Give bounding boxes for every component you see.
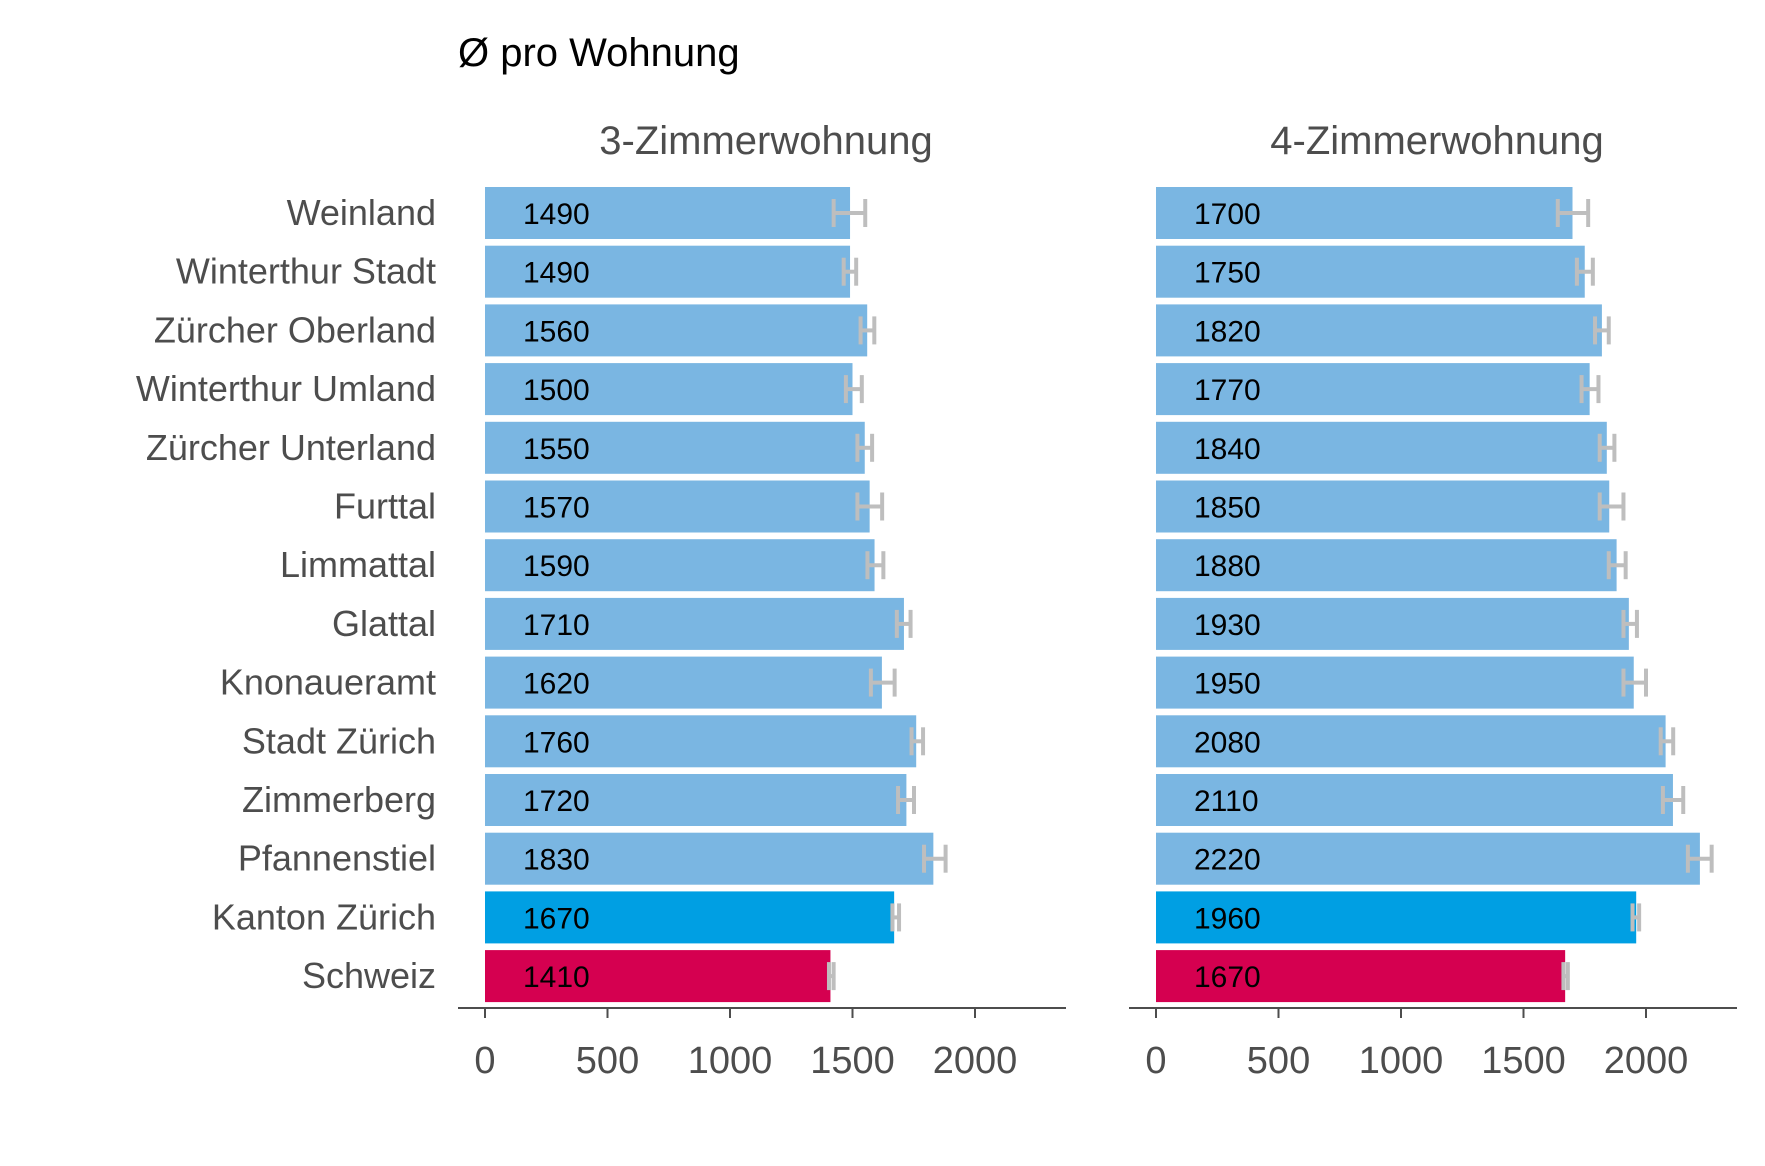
value-label: 1950 bbox=[1194, 668, 1261, 701]
bar bbox=[1156, 187, 1573, 239]
value-label: 1700 bbox=[1194, 198, 1261, 231]
value-label: 1500 bbox=[523, 374, 590, 407]
category-label: Pfannenstiel bbox=[238, 838, 436, 879]
x-tick-label: 0 bbox=[1145, 1040, 1166, 1082]
bar bbox=[485, 656, 882, 709]
x-tick-label: 1000 bbox=[1359, 1040, 1444, 1082]
value-label: 1830 bbox=[523, 844, 590, 877]
bar bbox=[485, 421, 865, 474]
value-label: 1410 bbox=[523, 961, 590, 994]
value-label: 1760 bbox=[523, 726, 590, 759]
bar bbox=[485, 597, 904, 650]
bar bbox=[485, 891, 895, 944]
bar bbox=[1156, 421, 1607, 474]
bar bbox=[485, 832, 934, 885]
category-label: Zürcher Oberland bbox=[154, 309, 436, 350]
bar bbox=[1156, 245, 1585, 298]
category-label: Stadt Zürich bbox=[242, 720, 436, 761]
value-label: 1750 bbox=[1194, 257, 1261, 290]
bar bbox=[1156, 950, 1566, 1003]
value-label: 1710 bbox=[523, 609, 590, 642]
bar bbox=[485, 245, 851, 298]
x-tick-label: 500 bbox=[1247, 1040, 1310, 1082]
chart-title: Ø pro Wohnung bbox=[458, 31, 740, 75]
x-tick-label: 1500 bbox=[1481, 1040, 1566, 1082]
value-label: 1960 bbox=[1194, 902, 1261, 935]
category-label: Schweiz bbox=[302, 955, 436, 996]
value-label: 1670 bbox=[1194, 961, 1261, 994]
value-label: 1840 bbox=[1194, 433, 1261, 466]
value-label: 1570 bbox=[523, 492, 590, 525]
x-tick-label: 0 bbox=[474, 1040, 495, 1082]
bar bbox=[1156, 715, 1666, 768]
bar bbox=[485, 774, 907, 826]
value-label: 1490 bbox=[523, 257, 590, 290]
value-label: 1490 bbox=[523, 198, 590, 231]
x-tick-label: 500 bbox=[576, 1040, 639, 1082]
bar bbox=[1156, 539, 1617, 592]
category-label: Winterthur Umland bbox=[136, 368, 436, 409]
value-label: 1590 bbox=[523, 550, 590, 583]
bar bbox=[1156, 597, 1629, 650]
bar bbox=[485, 304, 868, 357]
x-tick-label: 1500 bbox=[810, 1040, 895, 1082]
value-label: 1930 bbox=[1194, 609, 1261, 642]
bar bbox=[485, 480, 870, 533]
x-tick-label: 1000 bbox=[688, 1040, 773, 1082]
category-label: Zimmerberg bbox=[242, 779, 436, 820]
panel-title: 4-Zimmerwohnung bbox=[1270, 119, 1603, 163]
bar bbox=[485, 363, 853, 416]
value-label: 1770 bbox=[1194, 374, 1261, 407]
bar bbox=[1156, 891, 1637, 944]
value-label: 2080 bbox=[1194, 726, 1261, 759]
value-label: 1560 bbox=[523, 315, 590, 348]
category-label: Limmattal bbox=[280, 544, 436, 585]
category-label: Weinland bbox=[287, 192, 436, 233]
category-label: Glattal bbox=[332, 603, 436, 644]
bar bbox=[1156, 304, 1602, 357]
bar bbox=[485, 950, 831, 1003]
panel-title: 3-Zimmerwohnung bbox=[599, 119, 932, 163]
value-label: 2220 bbox=[1194, 844, 1261, 877]
bar bbox=[1156, 363, 1590, 416]
category-label: Furttal bbox=[334, 486, 436, 527]
bar bbox=[1156, 774, 1673, 826]
x-tick-label: 2000 bbox=[933, 1040, 1018, 1082]
value-label: 1670 bbox=[523, 902, 590, 935]
value-label: 1880 bbox=[1194, 550, 1261, 583]
bar bbox=[1156, 656, 1634, 709]
bar bbox=[485, 187, 851, 239]
bar bbox=[485, 539, 875, 592]
category-label: Kanton Zürich bbox=[212, 896, 436, 937]
value-label: 1720 bbox=[523, 785, 590, 818]
value-label: 1820 bbox=[1194, 315, 1261, 348]
x-tick-label: 2000 bbox=[1604, 1040, 1689, 1082]
bar bbox=[1156, 832, 1700, 885]
category-label: Knonaueramt bbox=[220, 662, 436, 703]
bar bbox=[485, 715, 917, 768]
value-label: 2110 bbox=[1194, 785, 1259, 818]
category-label: Zürcher Unterland bbox=[146, 427, 436, 468]
value-label: 1850 bbox=[1194, 492, 1261, 525]
value-label: 1620 bbox=[523, 668, 590, 701]
value-label: 1550 bbox=[523, 433, 590, 466]
bar bbox=[1156, 480, 1610, 533]
category-label: Winterthur Stadt bbox=[176, 251, 436, 292]
